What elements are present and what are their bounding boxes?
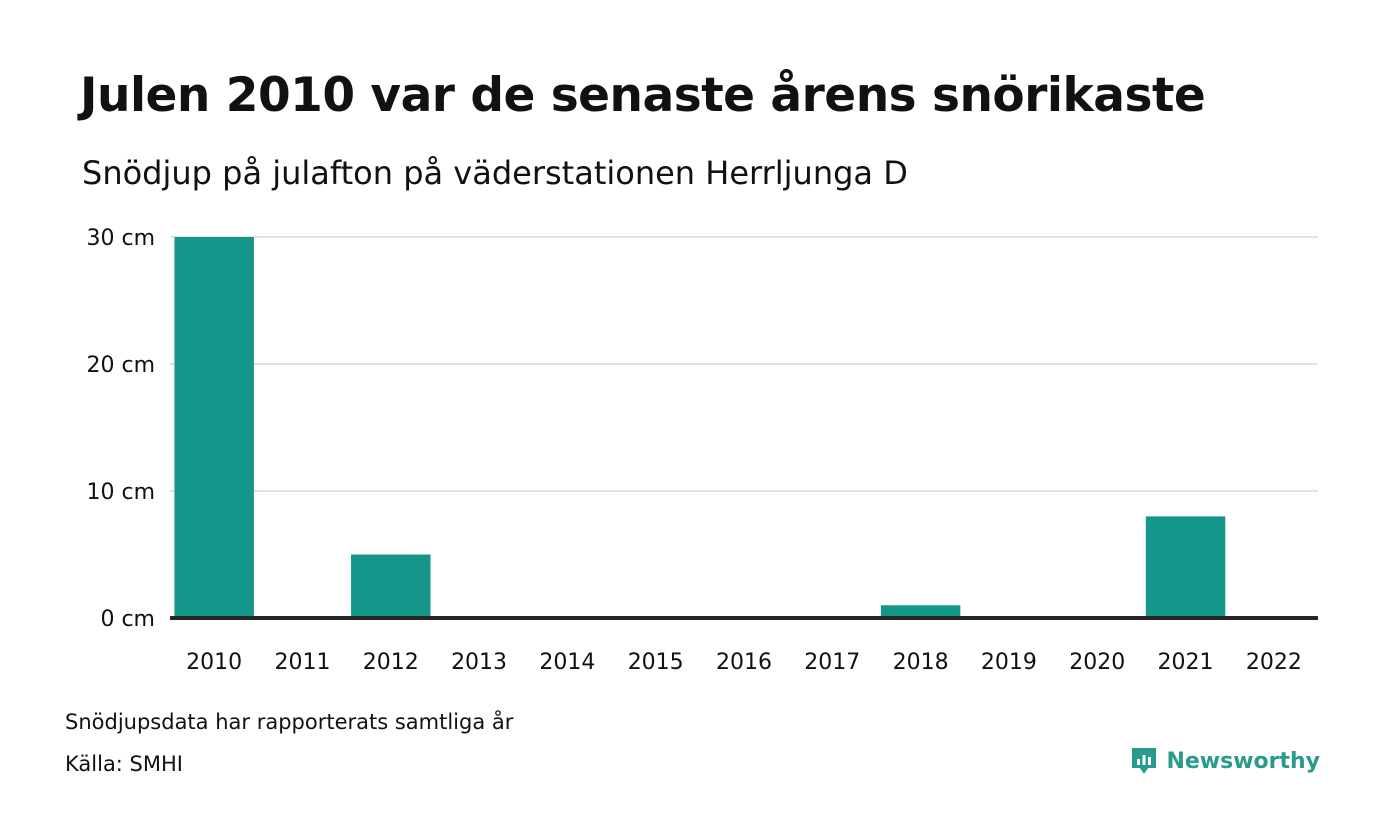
- y-axis-ticks: 0 cm 10 cm 20 cm 30 cm: [86, 226, 155, 632]
- y-tick-label: 30 cm: [86, 226, 155, 251]
- x-tick-label: 2015: [628, 650, 684, 675]
- x-tick-label: 2013: [451, 650, 507, 675]
- x-tick-label: 2021: [1158, 650, 1214, 675]
- bar-2010: [174, 237, 254, 618]
- source-label: Källa: SMHI: [65, 752, 183, 776]
- y-tick-label: 0 cm: [100, 607, 155, 632]
- x-tick-label: 2019: [981, 650, 1037, 675]
- x-tick-label: 2011: [274, 650, 330, 675]
- brand-logo[interactable]: Newsworthy: [1130, 746, 1320, 776]
- newsworthy-logo-icon: [1132, 748, 1157, 774]
- brand-name: Newsworthy: [1166, 748, 1320, 774]
- gridlines: [170, 236, 1318, 492]
- y-tick-label: 20 cm: [86, 353, 155, 378]
- y-tick-label: 10 cm: [86, 480, 155, 505]
- x-tick-label: 2012: [363, 650, 419, 675]
- x-tick-label: 2014: [539, 650, 595, 675]
- chart-title: Julen 2010 var de senaste årens snörikas…: [80, 68, 1206, 123]
- x-tick-label: 2018: [893, 650, 949, 675]
- chart-subtitle: Snödjup på julafton på väderstationen He…: [82, 154, 908, 192]
- data-note: Snödjupsdata har rapporterats samtliga å…: [65, 710, 514, 734]
- x-tick-label: 2022: [1246, 650, 1302, 675]
- x-axis-ticks: 2010 2011 2012 2013 2014 2015 2016 2017 2018 2019…: [186, 650, 1302, 675]
- bar-2018: [880, 605, 961, 618]
- x-tick-label: 2017: [804, 650, 860, 675]
- bar-2012: [351, 554, 431, 618]
- x-tick-label: 2020: [1069, 650, 1125, 675]
- bar-chart: 0 cm 10 cm 20 cm 30 cm 2010 2011 2012 2013 2014…: [86, 226, 1318, 675]
- bars: [174, 237, 1226, 618]
- x-tick-label: 2016: [716, 650, 772, 675]
- x-tick-label: 2010: [186, 650, 242, 675]
- bar-2021: [1145, 516, 1226, 618]
